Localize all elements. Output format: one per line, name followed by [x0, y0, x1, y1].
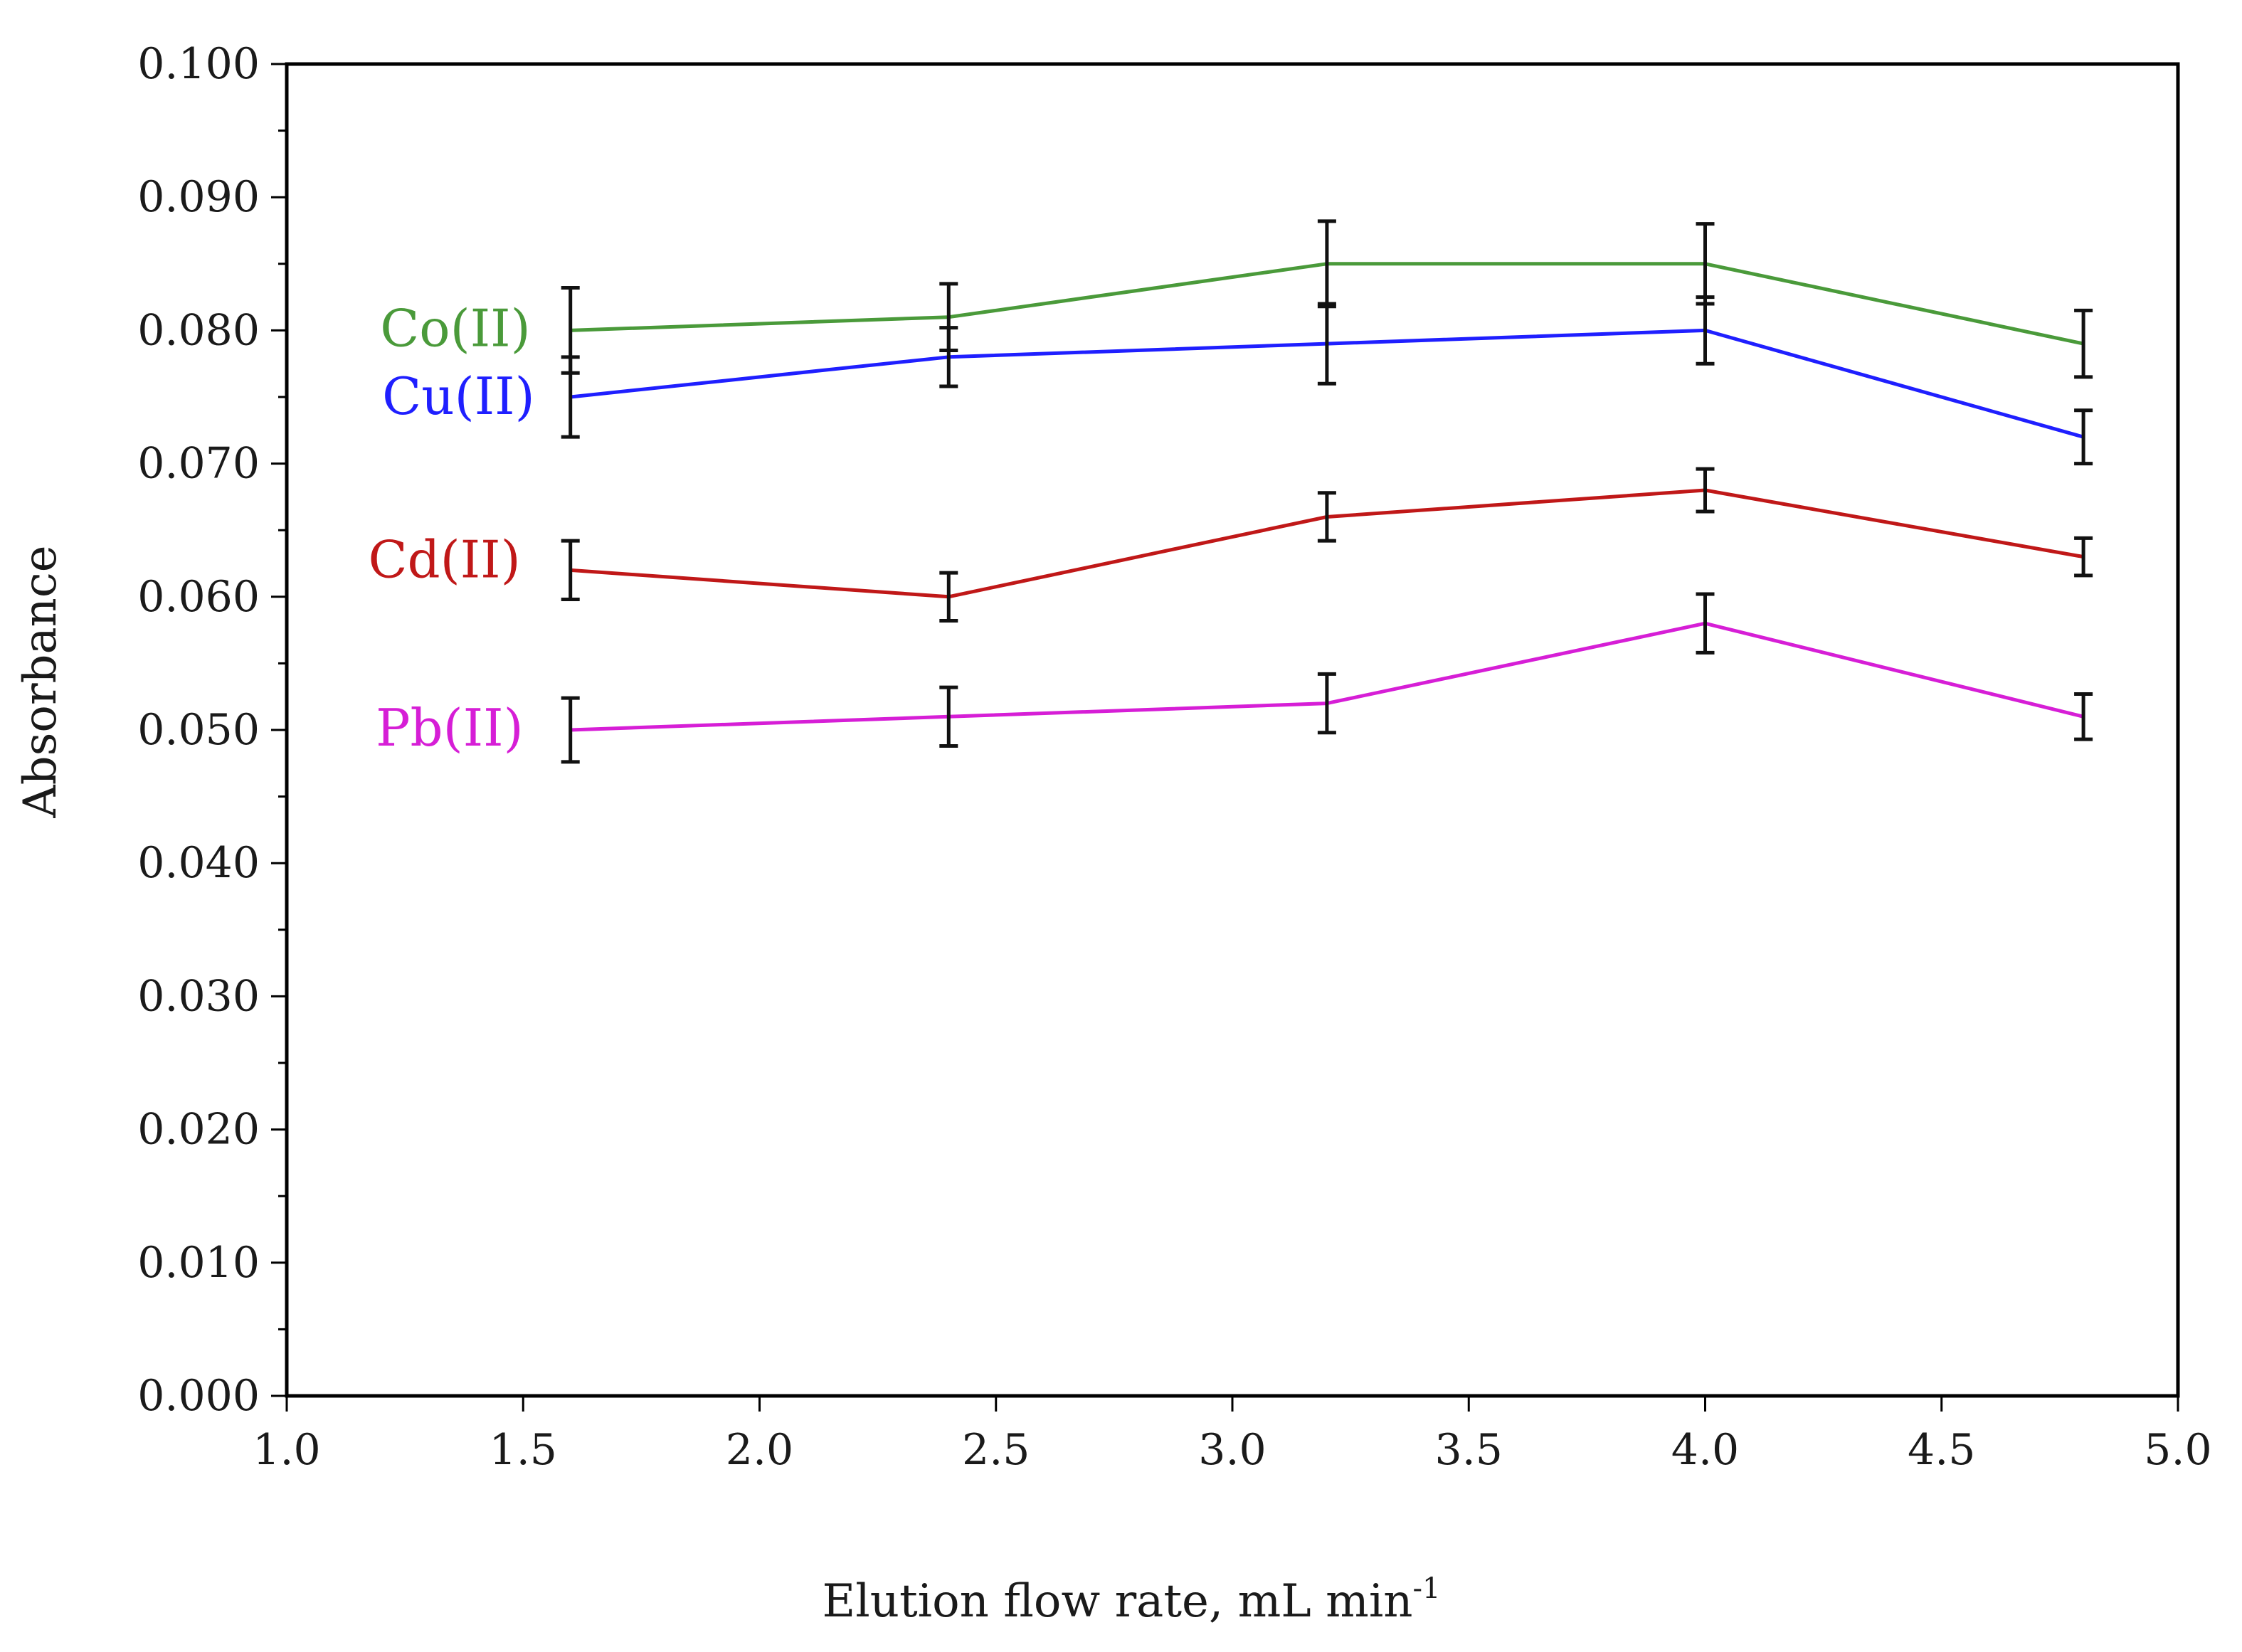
x-tick-label: 5.0: [2144, 1425, 2211, 1475]
y-tick-label: 0.070: [137, 439, 260, 489]
y-tick-label: 0.020: [137, 1105, 260, 1155]
y-tick-label: 0.010: [137, 1238, 260, 1288]
x-tick-label: 4.5: [1908, 1425, 1975, 1475]
x-tick-label: 1.0: [253, 1425, 320, 1475]
y-tick-label: 0.000: [137, 1371, 260, 1421]
series-label-co-ii: Co(II): [380, 298, 531, 358]
y-axis-title: Absorbance: [14, 545, 67, 818]
y-tick-label: 0.050: [137, 705, 260, 755]
series-label-cd-ii: Cd(II): [368, 529, 520, 589]
y-tick-label: 0.040: [137, 838, 260, 888]
y-tick-label: 0.090: [137, 172, 260, 222]
x-tick-label: 3.5: [1435, 1425, 1503, 1475]
y-axis-ticks: 0.000 0.010 0.020 0.030 0.040 0.050 0.060 0.070…: [137, 39, 287, 1421]
y-tick-label: 0.060: [137, 572, 260, 622]
series-label-pb-ii: Pb(II): [376, 698, 524, 758]
error-bars: [561, 219, 2093, 764]
x-tick-label: 1.5: [490, 1425, 557, 1475]
x-axis-title-superscript: -1: [1413, 1572, 1441, 1605]
x-tick-label: 4.0: [1671, 1425, 1739, 1475]
x-tick-label: 2.5: [962, 1425, 1030, 1475]
y-tick-label: 0.080: [137, 305, 260, 355]
x-axis-title-main: Elution flow rate, mL min: [823, 1575, 1413, 1628]
x-axis-ticks: 1.0 1.5 2.0 2.5 3.0 3.5 4.0 4.5 5.0: [253, 1396, 2212, 1475]
series-labels: Co(II) Cu(II) Cd(II) Pb(II): [368, 298, 534, 758]
x-axis-title: Elution flow rate, mL min-1: [823, 1572, 1441, 1628]
y-tick-label: 0.030: [137, 971, 260, 1021]
x-tick-label: 2.0: [726, 1425, 793, 1475]
series-label-cu-ii: Cu(II): [382, 366, 535, 426]
y-tick-label: 0.100: [137, 39, 260, 89]
x-tick-label: 3.0: [1198, 1425, 1266, 1475]
